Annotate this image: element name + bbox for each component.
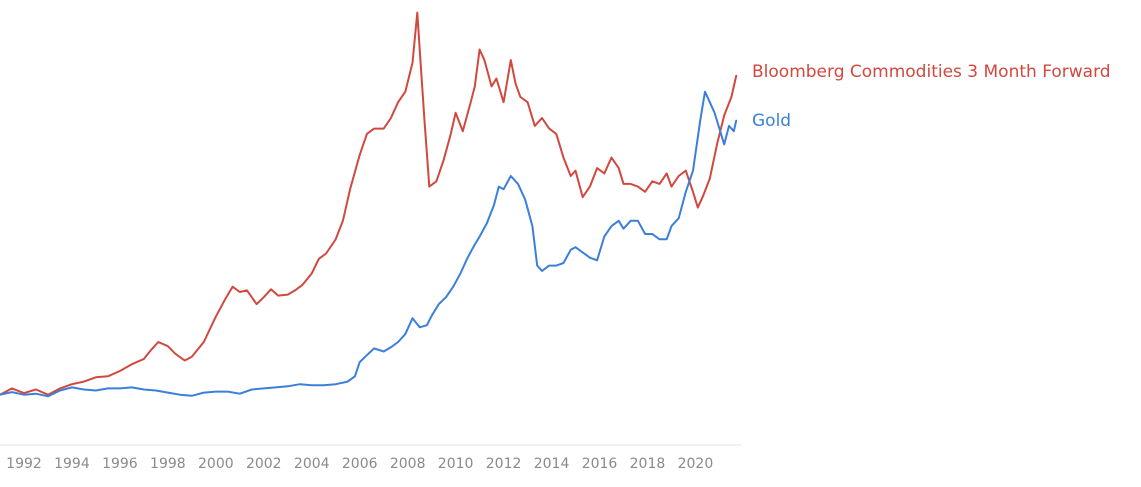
series-line-gold (0, 90, 738, 398)
x-tick-label-2002: 2002 (246, 456, 282, 472)
x-tick-label-2000: 2000 (198, 456, 234, 472)
x-tick-label-2010: 2010 (438, 456, 474, 472)
legend-label-commodities: Bloomberg Commodities 3 Month Forward (752, 62, 1111, 82)
x-tick-label-2006: 2006 (342, 456, 378, 472)
x-tick-label-2008: 2008 (390, 456, 426, 472)
x-tick-label-2016: 2016 (582, 456, 618, 472)
x-tick-label-1996: 1996 (102, 456, 138, 472)
x-tick-label-1992: 1992 (6, 456, 42, 472)
x-tick-label-2020: 2020 (678, 456, 714, 472)
x-tick-label-2018: 2018 (630, 456, 666, 472)
x-tick-label-1998: 1998 (150, 456, 186, 472)
series-lines (0, 11, 738, 398)
series-line-commodities (0, 11, 738, 396)
x-tick-label-1994: 1994 (54, 456, 90, 472)
x-tick-label-2004: 2004 (294, 456, 330, 472)
x-tick-label-2012: 2012 (486, 456, 522, 472)
legend-label-gold: Gold (752, 111, 791, 131)
x-axis-ticks: 1992 1994 1996 1998 2000 2002 2004 2006 2008 2010… (6, 456, 713, 472)
x-tick-label-2014: 2014 (534, 456, 570, 472)
